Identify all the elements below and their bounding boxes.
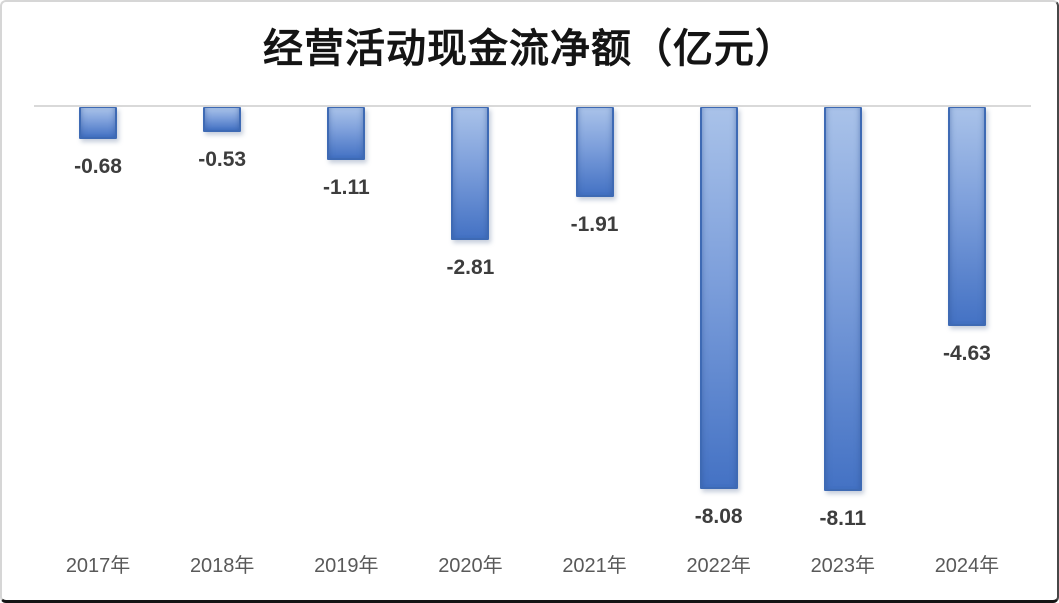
value-label-2017年: -0.68	[74, 155, 122, 179]
bar-2017年	[79, 107, 118, 140]
bar-2018年	[203, 107, 242, 133]
bar-2020年	[451, 107, 490, 240]
value-label-2023年: -8.11	[819, 506, 867, 530]
x-axis-label-2024年: 2024年	[934, 555, 1000, 577]
x-axis-label-2021年: 2021年	[562, 555, 627, 577]
value-label-2024年: -4.63	[943, 342, 991, 366]
bar-slot-2021年: -1.91	[533, 107, 657, 533]
zero-baseline	[34, 105, 1031, 107]
bar-2019年	[327, 107, 366, 160]
x-axis-labels: 2017年 2018年 2019年 2020年 2021年 2022年 2023年 2024年	[36, 549, 1029, 578]
x-axis-label-2022年: 2022年	[686, 555, 751, 577]
value-label-2021年: -1.91	[570, 213, 619, 237]
plot-area: -0.68 -0.53 -1.11 -2.81 -1.91 -8.08 -8.11 -4.63	[34, 105, 1031, 533]
bar-slot-2022年: -8.08	[657, 107, 781, 533]
x-axis-label-2020年: 2020年	[438, 555, 503, 577]
x-axis-label-2019年: 2019年	[314, 555, 379, 577]
x-axis-label-2018年: 2018年	[189, 555, 255, 577]
bar-slot-2018年: -0.53	[160, 107, 284, 533]
bar-2021年	[575, 107, 614, 198]
bar-slot-2020年: -2.81	[408, 107, 532, 533]
chart-title: 经营活动现金流净额（亿元）	[263, 27, 796, 71]
bar-slot-2019年: -1.11	[284, 107, 408, 533]
bar-slot-2017年: -0.68	[36, 107, 160, 533]
bar-2023年	[823, 107, 862, 491]
value-label-2018年: -0.53	[198, 148, 247, 172]
x-axis-label-2017年: 2017年	[65, 555, 131, 577]
bar-slot-2024年: -4.63	[905, 107, 1029, 533]
bar-slot-2023年: -8.11	[781, 107, 905, 533]
bars-container: -0.68 -0.53 -1.11 -2.81 -1.91 -8.08 -8.11 -4.63	[36, 107, 1029, 533]
value-label-2020年: -2.81	[446, 256, 495, 279]
x-axis-label-2023年: 2023年	[810, 555, 876, 577]
value-label-2022年: -8.08	[694, 505, 743, 529]
bar-2024年	[947, 107, 986, 327]
bar-2022年	[699, 107, 738, 490]
value-label-2019年: -1.11	[322, 175, 370, 199]
